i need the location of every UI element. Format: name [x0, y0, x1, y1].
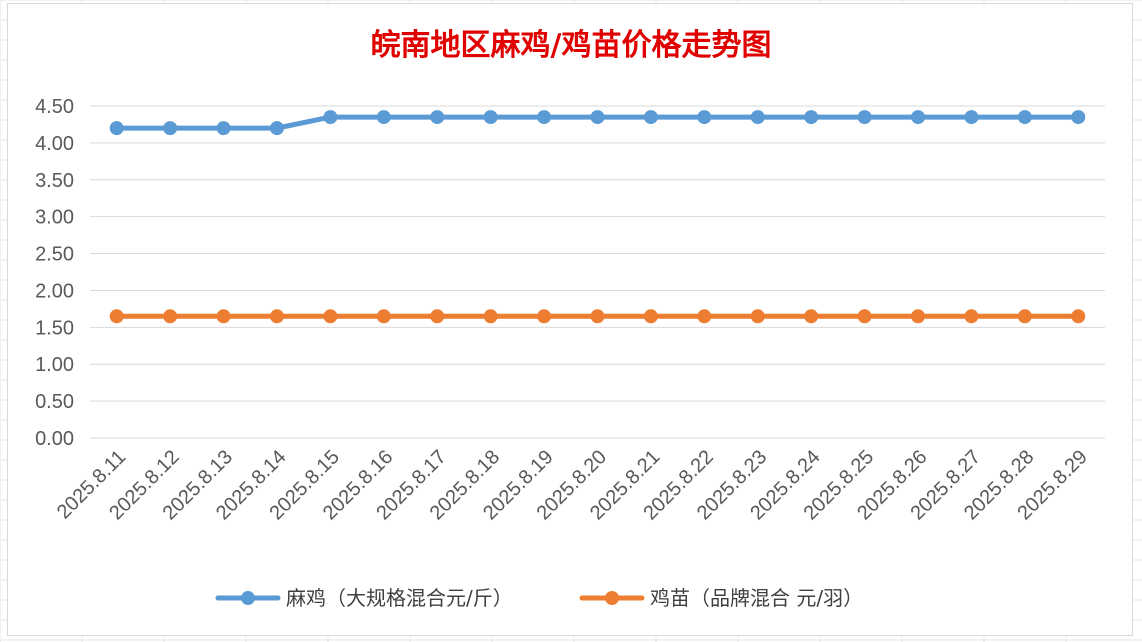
data-point — [216, 309, 231, 324]
data-point — [537, 309, 552, 324]
y-tick-label: 3.50 — [35, 170, 74, 192]
data-point — [376, 110, 391, 125]
data-point — [109, 309, 124, 324]
y-tick-label: 1.00 — [35, 354, 74, 376]
data-point — [1071, 309, 1086, 324]
data-point — [430, 309, 445, 324]
legend-item-1: 麻鸡（大规格混合元/斤） — [215, 586, 513, 610]
data-point — [590, 110, 605, 125]
y-axis-ticks: 0.00 0.50 1.00 1.50 2.00 2.50 3.00 3.50 4.00 4.50 — [35, 96, 74, 450]
data-point — [163, 121, 178, 136]
chart-title: 皖南地区麻鸡/鸡苗价格走势图 — [371, 28, 772, 63]
data-point — [323, 110, 338, 125]
data-point — [1017, 309, 1032, 324]
data-point — [1017, 110, 1032, 125]
data-point — [964, 309, 979, 324]
legend-label: 麻鸡（大规格混合元/斤） — [286, 586, 513, 610]
data-point — [376, 309, 391, 324]
data-point — [804, 110, 819, 125]
data-point — [483, 309, 498, 324]
data-point — [109, 121, 124, 136]
data-point — [163, 309, 178, 324]
data-point — [590, 309, 605, 324]
legend-swatch-marker — [241, 591, 255, 605]
data-point — [750, 110, 765, 125]
data-point — [269, 309, 284, 324]
data-point — [216, 121, 231, 136]
data-point — [911, 309, 926, 324]
x-axis-ticks: 2025.8.112025.8.122025.8.132025.8.142025… — [53, 446, 1092, 524]
data-point — [697, 110, 712, 125]
data-point — [857, 110, 872, 125]
series-2 — [109, 309, 1086, 324]
data-point — [430, 110, 445, 125]
data-point — [964, 110, 979, 125]
y-tick-label: 1.50 — [35, 317, 74, 339]
legend-swatch-marker — [605, 591, 619, 605]
data-point — [323, 309, 338, 324]
legend-item-2: 鸡苗（品牌混合 元/羽） — [579, 586, 863, 610]
legend: 麻鸡（大规格混合元/斤） 鸡苗（品牌混合 元/羽） — [215, 586, 863, 610]
data-point — [537, 110, 552, 125]
y-tick-label: 3.00 — [35, 207, 74, 229]
gridlines — [90, 105, 1105, 439]
data-point — [269, 121, 284, 136]
y-tick-label: 2.00 — [35, 280, 74, 302]
data-point — [697, 309, 712, 324]
y-tick-label: 4.00 — [35, 133, 74, 155]
legend-label: 鸡苗（品牌混合 元/羽） — [650, 586, 863, 610]
data-point — [643, 309, 658, 324]
y-tick-label: 2.50 — [35, 244, 74, 266]
data-point — [1071, 110, 1086, 125]
data-point — [911, 110, 926, 125]
y-tick-label: 0.50 — [35, 391, 74, 413]
series-layer — [109, 110, 1086, 324]
chart-frame[interactable] — [7, 3, 1133, 636]
data-point — [804, 309, 819, 324]
y-tick-label: 0.00 — [35, 428, 74, 450]
data-point — [483, 110, 498, 125]
y-tick-label: 4.50 — [35, 96, 74, 118]
data-point — [643, 110, 658, 125]
data-point — [750, 309, 765, 324]
series-1 — [109, 110, 1086, 136]
data-point — [857, 309, 872, 324]
